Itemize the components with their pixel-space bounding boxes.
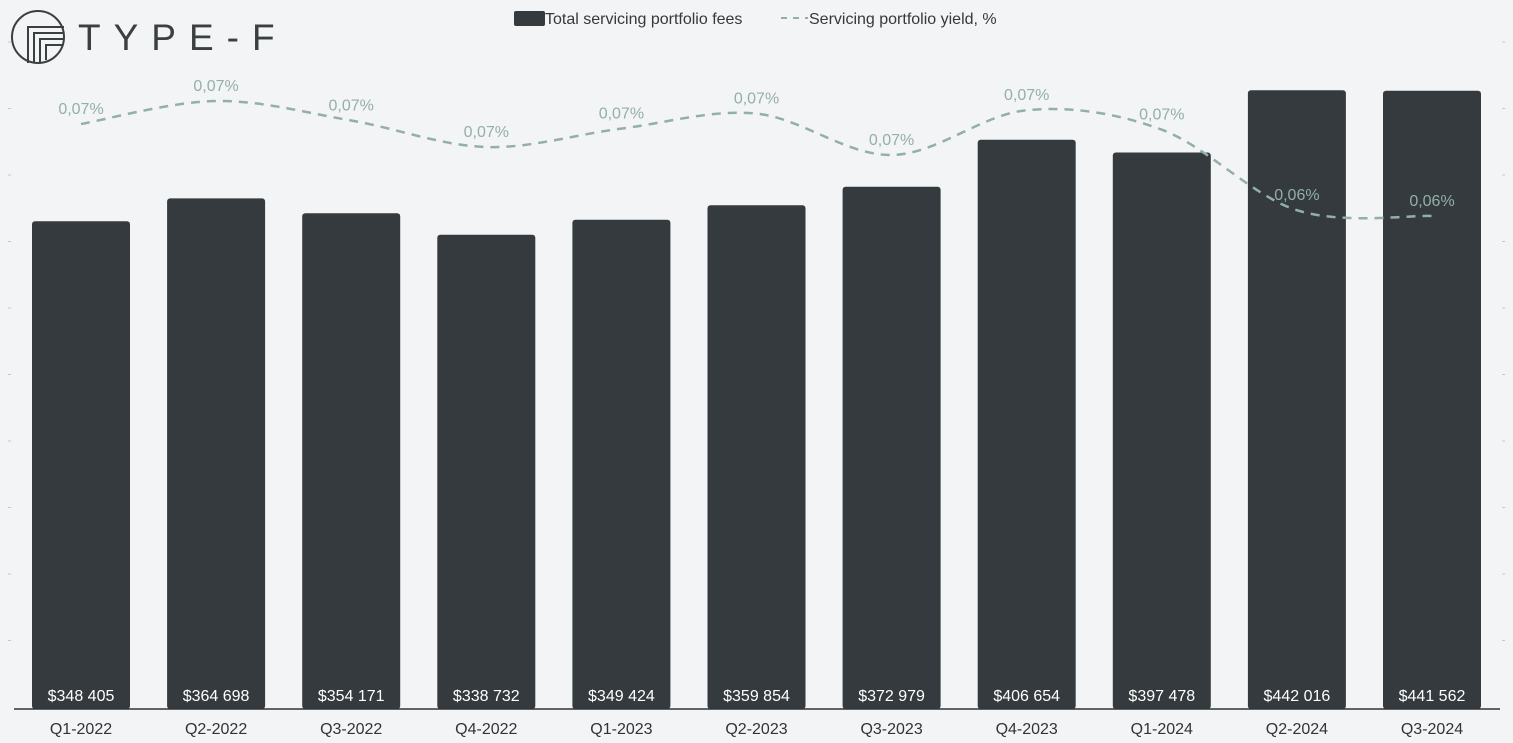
yield-label-Q3-2024: 0,06%: [1409, 193, 1454, 210]
yield-label-Q2-2023: 0,07%: [734, 91, 779, 108]
x-axis-tick-labels: Q1-2022 Q2-2022 Q3-2022 Q4-2022 Q1-2023 Q2-20…: [50, 721, 1463, 738]
yield-label-Q4-2022: 0,07%: [464, 124, 509, 141]
yield-label-Q2-2024: 0,06%: [1274, 187, 1319, 204]
bar-Q1-2023: [572, 219, 671, 710]
brand-logo: TYPE-F: [11, 10, 288, 64]
bar-Q1-2024: [1112, 152, 1211, 709]
bar-Q3-2024: [1383, 90, 1481, 710]
brand-name: TYPE-F: [78, 17, 288, 58]
x-tick-Q2-2024: Q2-2024: [1266, 721, 1328, 738]
legend: Total servicing portfolio fees Servicing…: [514, 11, 997, 28]
x-tick-Q1-2023: Q1-2023: [590, 721, 652, 738]
x-tick-Q3-2023: Q3-2023: [860, 721, 922, 738]
yield-label-Q1-2024: 0,07%: [1139, 107, 1184, 124]
bar-Q4-2022: [437, 234, 536, 710]
legend-fees-label: Total servicing portfolio fees: [545, 11, 742, 28]
x-tick-Q1-2024: Q1-2024: [1131, 721, 1193, 738]
bar-label-Q1-2022: $348 405: [48, 688, 115, 705]
logo-icon: [11, 10, 65, 64]
x-tick-Q2-2022: Q2-2022: [185, 721, 247, 738]
axis-ticks: [8, 41, 1505, 641]
yield-label-Q2-2022: 0,07%: [193, 78, 238, 95]
legend-fees-swatch: [514, 11, 545, 26]
bar-Q2-2023: [707, 205, 806, 709]
bar-Q3-2022: [302, 213, 401, 709]
bar-label-Q1-2023: $349 424: [588, 688, 655, 705]
bar-Q4-2023: [977, 139, 1076, 709]
bar-Q2-2024: [1247, 90, 1346, 709]
x-tick-Q2-2023: Q2-2023: [725, 721, 787, 738]
bar-label-Q4-2023: $406 654: [993, 688, 1060, 705]
bar-label-Q3-2023: $372 979: [858, 688, 925, 705]
yield-label-Q1-2023: 0,07%: [599, 106, 644, 123]
bar-Q2-2022: [167, 198, 266, 709]
x-tick-Q3-2022: Q3-2022: [320, 721, 382, 738]
legend-yield-label: Servicing portfolio yield, %: [809, 11, 997, 28]
yield-label-Q4-2023: 0,07%: [1004, 87, 1049, 104]
bar-value-labels: $348 405 $364 698 $354 171 $338 732 $349 424…: [48, 688, 1466, 705]
yield-label-Q3-2022: 0,07%: [329, 98, 374, 115]
yield-label-Q1-2022: 0,07%: [58, 101, 103, 118]
x-tick-Q4-2022: Q4-2022: [455, 721, 517, 738]
bar-series: [32, 90, 1481, 710]
bar-label-Q1-2024: $397 478: [1128, 688, 1195, 705]
bar-label-Q3-2024: $441 562: [1399, 688, 1466, 705]
bar-label-Q2-2023: $359 854: [723, 688, 790, 705]
x-tick-Q3-2024: Q3-2024: [1401, 721, 1463, 738]
bar-Q3-2023: [842, 186, 941, 710]
yield-line: [80, 99, 1433, 220]
bar-label-Q3-2022: $354 171: [318, 688, 385, 705]
x-tick-Q4-2023: Q4-2023: [996, 721, 1058, 738]
bar-label-Q2-2024: $442 016: [1264, 688, 1331, 705]
yield-value-labels: 0,07% 0,07% 0,07% 0,07% 0,07% 0,07% 0,07% 0,07%…: [58, 78, 1454, 210]
x-tick-Q1-2022: Q1-2022: [50, 721, 112, 738]
bar-label-Q2-2022: $364 698: [183, 688, 250, 705]
bar-label-Q4-2022: $338 732: [453, 688, 520, 705]
yield-label-Q3-2023: 0,07%: [869, 132, 914, 149]
bar-Q1-2022: [32, 221, 130, 709]
